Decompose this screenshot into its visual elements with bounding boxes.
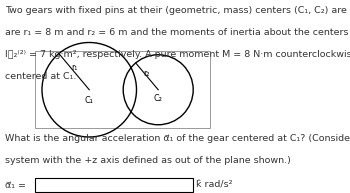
Text: C₁: C₁ (85, 96, 94, 105)
Bar (35, 178, 193, 192)
Text: α⃗₁ =: α⃗₁ = (5, 181, 29, 190)
Text: centered at C₁.: centered at C₁. (5, 72, 77, 81)
Text: Iᵯ₂⁽²⁾ = 7 kg·m², respectively. A pure moment M = 8 N·m counterclockwise is appl: Iᵯ₂⁽²⁾ = 7 kg·m², respectively. A pure m… (5, 50, 350, 59)
Text: r₂: r₂ (144, 69, 150, 78)
Text: r₁: r₁ (71, 63, 77, 72)
Text: What is the angular acceleration α⃗₁ of the gear centered at C₁? (Consider a rig: What is the angular acceleration α⃗₁ of … (5, 134, 350, 143)
Bar (35, 51, 210, 128)
Text: C₂: C₂ (154, 94, 163, 103)
Text: are r₁ = 8 m and r₂ = 6 m and the moments of inertia about the centers are Iᵯ₁⁽¹: are r₁ = 8 m and r₂ = 6 m and the moment… (5, 28, 350, 37)
Text: system with the +z axis defined as out of the plane shown.): system with the +z axis defined as out o… (5, 156, 291, 165)
Text: Two gears with fixed pins at their (geometric, mass) centers (C₁, C₂) are in mes: Two gears with fixed pins at their (geom… (5, 6, 350, 15)
Text: k̂ rad/s²: k̂ rad/s² (196, 181, 232, 190)
